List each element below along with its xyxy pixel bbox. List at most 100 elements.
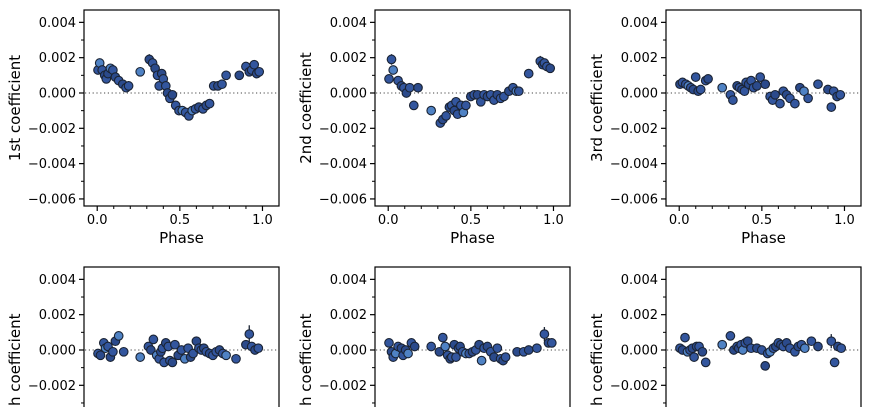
y-axis-label: h coefficient bbox=[588, 313, 606, 406]
subplot-bottom-middle: 0.004 0.002 0.000 −0.002 h coefficient bbox=[291, 257, 582, 407]
axes-frame bbox=[374, 9, 571, 207]
data-point bbox=[532, 343, 542, 354]
data-point bbox=[695, 84, 706, 95]
x-axis-label: Phase bbox=[741, 229, 786, 247]
data-point bbox=[829, 357, 840, 368]
y-axis-label: 1st coefficient bbox=[6, 55, 24, 161]
y-tick-label: −0.006 bbox=[28, 192, 76, 207]
data-point bbox=[813, 79, 823, 90]
data-point bbox=[386, 54, 397, 65]
x-tick-label: 0.5 bbox=[461, 213, 482, 228]
axes-frame bbox=[665, 9, 862, 207]
data-point bbox=[539, 329, 550, 339]
data-point bbox=[760, 79, 771, 90]
data-point bbox=[700, 357, 711, 368]
data-point bbox=[500, 352, 511, 362]
data-point bbox=[221, 350, 231, 361]
subplot-svg: 0.004 0.002 0.000 −0.002 h coefficient bbox=[297, 266, 571, 407]
data-point bbox=[725, 331, 736, 341]
y-tick-label: −0.004 bbox=[28, 157, 76, 172]
axes-frame bbox=[83, 9, 280, 207]
subplot-3rd-coefficient: 0.004 0.002 0.000 −0.002 −0.004 −0.006 0.0 0.5 1… bbox=[582, 0, 873, 250]
data-point bbox=[451, 352, 461, 362]
data-point bbox=[253, 343, 264, 354]
data-point bbox=[689, 352, 699, 362]
y-tick-label: 0.002 bbox=[330, 308, 367, 323]
subplot-2nd-coefficient: 0.004 0.002 0.000 −0.002 −0.004 −0.006 0.0 0.5 1… bbox=[291, 0, 582, 250]
y-tick-label: 0.004 bbox=[39, 16, 76, 31]
data-point bbox=[118, 346, 129, 357]
x-tick-label: 1.0 bbox=[543, 213, 564, 228]
data-point bbox=[254, 66, 265, 77]
data-point bbox=[426, 341, 437, 352]
data-point bbox=[755, 72, 766, 82]
y-tick-label: −0.002 bbox=[28, 379, 76, 394]
y-tick-label: −0.002 bbox=[610, 122, 658, 137]
data-point bbox=[523, 68, 534, 79]
y-tick-label: −0.002 bbox=[28, 122, 76, 137]
y-tick-label: 0.000 bbox=[621, 86, 658, 101]
y-tick-label: −0.004 bbox=[319, 157, 367, 172]
data-point bbox=[148, 334, 159, 345]
data-point bbox=[217, 79, 227, 90]
y-tick-label: 0.000 bbox=[330, 86, 367, 101]
y-tick-label: 0.004 bbox=[330, 273, 367, 288]
data-point bbox=[204, 98, 215, 109]
y-axis-label: h coefficient bbox=[6, 313, 24, 406]
data-point bbox=[752, 81, 762, 91]
data-point bbox=[775, 98, 785, 109]
data-point bbox=[835, 89, 846, 100]
data-point bbox=[221, 70, 231, 81]
subplot-svg: 0.004 0.002 0.000 −0.002 h coefficient bbox=[6, 266, 280, 407]
data-point bbox=[461, 100, 471, 111]
data-point bbox=[806, 336, 817, 347]
x-axis-label: Phase bbox=[450, 229, 495, 247]
data-point bbox=[167, 357, 178, 368]
y-tick-label: −0.006 bbox=[610, 192, 658, 207]
y-tick-label: 0.000 bbox=[330, 343, 367, 358]
data-point bbox=[717, 339, 728, 350]
y-tick-label: 0.004 bbox=[621, 273, 658, 288]
data-point bbox=[697, 346, 708, 357]
y-axis-label: h coefficient bbox=[297, 313, 315, 406]
data-point bbox=[703, 74, 713, 84]
y-tick-label: 0.002 bbox=[330, 51, 367, 66]
subplot-bottom-left: 0.004 0.002 0.000 −0.002 h coefficient bbox=[0, 257, 291, 407]
y-tick-label: 0.004 bbox=[39, 273, 76, 288]
data-point bbox=[813, 341, 823, 352]
x-tick-label: 1.0 bbox=[834, 213, 855, 228]
x-tick-label: 0.0 bbox=[87, 213, 108, 228]
y-tick-label: 0.002 bbox=[39, 51, 76, 66]
y-tick-label: 0.000 bbox=[621, 343, 658, 358]
data-point bbox=[388, 65, 399, 75]
y-tick-label: 0.002 bbox=[621, 51, 658, 66]
y-tick-label: 0.002 bbox=[621, 308, 658, 323]
data-point bbox=[836, 343, 847, 354]
subplot-bottom-right: 0.004 0.002 0.000 −0.002 h coefficient bbox=[582, 257, 873, 407]
data-point bbox=[384, 338, 394, 348]
data-point bbox=[717, 82, 728, 93]
data-point bbox=[790, 98, 800, 109]
data-point bbox=[799, 86, 809, 97]
data-point bbox=[426, 105, 437, 116]
data-point bbox=[476, 355, 487, 366]
axes-frame bbox=[83, 266, 280, 407]
y-axis-label: 2nd coefficient bbox=[297, 52, 315, 164]
data-point bbox=[441, 111, 451, 121]
data-point bbox=[123, 81, 134, 91]
data-point bbox=[770, 89, 780, 100]
data-point bbox=[231, 353, 241, 364]
data-point bbox=[108, 346, 118, 357]
data-point bbox=[799, 343, 810, 354]
x-axis-label: Phase bbox=[159, 229, 204, 247]
y-tick-label: 0.004 bbox=[621, 16, 658, 31]
y-tick-label: −0.002 bbox=[610, 379, 658, 394]
subplot-svg: 0.004 0.002 0.000 −0.002 h coefficient bbox=[588, 266, 862, 407]
axes-frame bbox=[665, 266, 862, 407]
x-tick-label: 1.0 bbox=[252, 213, 273, 228]
y-tick-label: 0.000 bbox=[39, 86, 76, 101]
y-tick-label: −0.002 bbox=[319, 122, 367, 137]
data-point bbox=[244, 329, 255, 339]
data-point bbox=[403, 348, 413, 359]
